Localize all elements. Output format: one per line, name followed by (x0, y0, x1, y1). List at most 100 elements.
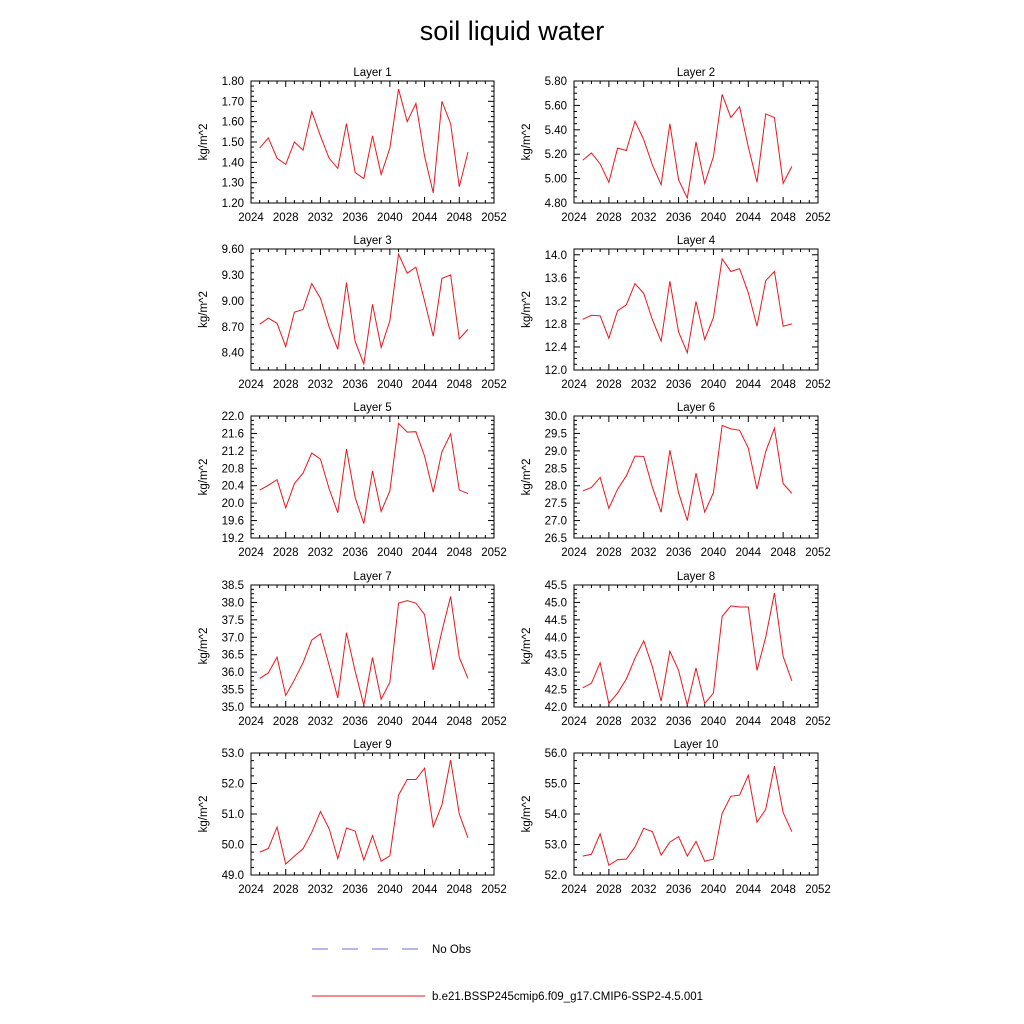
x-tick-label-layer-7: 2044 (412, 716, 438, 728)
plot-frame-layer-1 (250, 80, 495, 204)
x-tick-label-layer-9: 2052 (481, 884, 507, 896)
x-tick-label-layer-9: 2040 (377, 884, 403, 896)
panel-layer-10: Layer 10 2024 2028 2032 2036 2040 2044 2048 2052… (521, 739, 831, 896)
x-tick-label-layer-5: 2024 (238, 547, 264, 559)
y-axis-label-layer-9: kg/m^2 (198, 796, 210, 833)
y-tick-label-layer-8: 43.5 (545, 650, 567, 662)
y-tick-label-layer-2: 5.80 (545, 76, 567, 88)
y-tick-label-layer-5: 20.0 (222, 498, 244, 510)
y-tick-label-layer-1: 1.80 (222, 76, 244, 88)
panel-layer-2: Layer 2 2024 2028 2032 2036 2040 2044 2048 2052 4… (521, 67, 831, 224)
legend-label-no-obs: No Obs (432, 944, 471, 956)
x-tick-label-layer-4: 2032 (631, 379, 657, 391)
y-axis-label-layer-3: kg/m^2 (198, 291, 210, 328)
x-tick-label-layer-6: 2040 (701, 547, 727, 559)
y-tick-label-layer-4: 13.6 (545, 273, 567, 285)
x-tick-label-layer-9: 2024 (238, 884, 264, 896)
y-axis-label-layer-6: kg/m^2 (521, 459, 533, 496)
x-tick-label-layer-6: 2044 (735, 547, 761, 559)
x-tick-label-layer-7: 2024 (238, 716, 264, 728)
x-tick-label-layer-2: 2040 (701, 212, 727, 224)
y-tick-label-layer-2: 5.40 (545, 125, 567, 137)
y-tick-label-layer-2: 5.00 (545, 174, 567, 186)
x-tick-label-layer-2: 2028 (596, 212, 622, 224)
x-tick-label-layer-8: 2032 (631, 716, 657, 728)
x-tick-label-layer-10: 2032 (631, 884, 657, 896)
panel-title-layer-6: Layer 6 (677, 402, 715, 414)
x-tick-label-layer-9: 2028 (273, 884, 299, 896)
panel-layer-7: Layer 7 2024 2028 2032 2036 2040 2044 2048 2052 3… (198, 571, 507, 728)
panel-title-layer-8: Layer 8 (677, 571, 715, 583)
x-tick-label-layer-1: 2036 (342, 212, 368, 224)
x-tick-label-layer-10: 2044 (735, 884, 761, 896)
x-tick-label-layer-10: 2028 (596, 884, 622, 896)
y-tick-label-layer-7: 36.5 (222, 650, 244, 662)
x-tick-label-layer-8: 2024 (561, 716, 587, 728)
x-tick-label-layer-10: 2052 (805, 884, 831, 896)
y-tick-label-layer-8: 44.0 (545, 632, 567, 644)
y-tick-label-layer-7: 35.5 (222, 685, 244, 697)
y-tick-label-layer-5: 21.2 (222, 446, 244, 458)
x-tick-label-layer-1: 2032 (308, 212, 334, 224)
series-line-layer-2 (582, 94, 793, 200)
x-tick-label-layer-4: 2024 (561, 379, 587, 391)
y-tick-label-layer-9: 51.0 (222, 809, 244, 821)
y-axis-label-layer-5: kg/m^2 (198, 459, 210, 496)
x-tick-label-layer-2: 2052 (805, 212, 831, 224)
x-tick-label-layer-2: 2044 (735, 212, 761, 224)
x-tick-label-layer-1: 2044 (412, 212, 438, 224)
panel-layer-9: Layer 9 2024 2028 2032 2036 2040 2044 2048 2052 4… (198, 739, 507, 896)
x-tick-label-layer-5: 2044 (412, 547, 438, 559)
x-tick-label-layer-2: 2024 (561, 212, 587, 224)
legend-label-model: b.e21.BSSP245cmip6.f09_g17.CMIP6-SSP2-4.… (432, 991, 703, 1003)
y-tick-label-layer-7: 38.5 (222, 580, 244, 592)
x-tick-label-layer-6: 2052 (805, 547, 831, 559)
x-tick-label-layer-10: 2048 (770, 884, 796, 896)
x-tick-label-layer-8: 2040 (701, 716, 727, 728)
y-tick-label-layer-4: 14.0 (545, 250, 567, 262)
x-tick-label-layer-6: 2028 (596, 547, 622, 559)
y-tick-label-layer-3: 9.60 (222, 244, 244, 256)
x-tick-label-layer-3: 2040 (377, 379, 403, 391)
y-axis-label-layer-7: kg/m^2 (198, 628, 210, 665)
y-tick-label-layer-3: 8.40 (222, 348, 244, 360)
y-axis-label-layer-10: kg/m^2 (521, 796, 533, 833)
legend: No Obs b.e21.BSSP245cmip6.f09_g17.CMIP6-… (312, 944, 703, 1003)
y-tick-label-layer-9: 52.0 (222, 779, 244, 791)
x-tick-label-layer-5: 2036 (342, 547, 368, 559)
x-tick-label-layer-3: 2052 (481, 379, 507, 391)
x-tick-label-layer-3: 2024 (238, 379, 264, 391)
panel-title-layer-10: Layer 10 (674, 739, 719, 751)
y-tick-label-layer-4: 13.2 (545, 296, 567, 308)
y-tick-label-layer-6: 29.5 (545, 428, 567, 440)
panels: Layer 1 2024 2028 2032 2036 2040 2044 2048 2052 1… (198, 67, 831, 896)
y-tick-label-layer-10: 52.0 (545, 870, 567, 882)
panel-layer-1: Layer 1 2024 2028 2032 2036 2040 2044 2048 2052 1… (198, 67, 507, 224)
x-tick-label-layer-8: 2048 (770, 716, 796, 728)
y-tick-label-layer-4: 12.0 (545, 365, 567, 377)
figure-title: soil liquid water (420, 16, 605, 46)
y-tick-label-layer-7: 35.0 (222, 702, 244, 714)
x-tick-label-layer-6: 2036 (666, 547, 692, 559)
series-line-layer-10 (582, 766, 793, 867)
x-tick-label-layer-5: 2040 (377, 547, 403, 559)
x-tick-label-layer-1: 2024 (238, 212, 264, 224)
panel-title-layer-7: Layer 7 (353, 571, 391, 583)
y-tick-label-layer-8: 45.0 (545, 597, 567, 609)
panel-title-layer-5: Layer 5 (353, 402, 391, 414)
x-tick-label-layer-4: 2040 (701, 379, 727, 391)
x-tick-label-layer-8: 2036 (666, 716, 692, 728)
y-axis-label-layer-2: kg/m^2 (521, 124, 533, 161)
plot-frame-layer-10 (573, 752, 819, 876)
y-tick-label-layer-7: 38.0 (222, 597, 244, 609)
y-tick-label-layer-9: 50.0 (222, 840, 244, 852)
x-tick-label-layer-7: 2028 (273, 716, 299, 728)
y-tick-label-layer-10: 56.0 (545, 748, 567, 760)
x-tick-label-layer-8: 2028 (596, 716, 622, 728)
y-tick-label-layer-5: 20.8 (222, 463, 244, 475)
series-line-layer-5 (259, 422, 469, 524)
y-tick-label-layer-10: 54.0 (545, 809, 567, 821)
x-tick-label-layer-7: 2052 (481, 716, 507, 728)
y-tick-label-layer-6: 26.5 (545, 533, 567, 545)
panel-layer-3: Layer 3 2024 2028 2032 2036 2040 2044 2048 2052 8… (198, 235, 507, 391)
